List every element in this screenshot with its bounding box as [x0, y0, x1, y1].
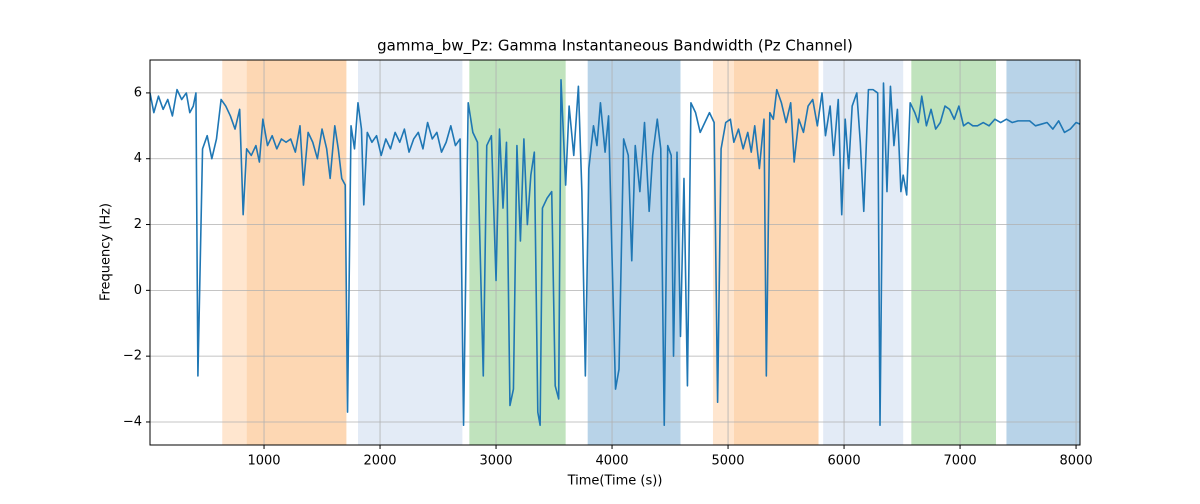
chart-title: gamma_bw_Pz: Gamma Instantaneous Bandwid…	[377, 37, 853, 56]
x-tick-label: 1000	[247, 454, 280, 469]
span	[469, 60, 566, 445]
x-tick-label: 6000	[828, 454, 861, 469]
x-tick-label: 8000	[1060, 454, 1093, 469]
y-axis-label: Frequency (Hz)	[99, 203, 114, 301]
span	[1006, 60, 1080, 445]
x-axis-label: Time(Time (s))	[567, 474, 663, 489]
spans	[222, 60, 1080, 445]
plot-frame	[149, 59, 1081, 446]
span	[246, 60, 347, 445]
x-tick-label: 4000	[595, 454, 628, 469]
x-tick-label: 3000	[479, 454, 512, 469]
y-tick-label: −2	[123, 349, 142, 364]
lines	[150, 78, 1080, 427]
x-tick-label: 5000	[711, 454, 744, 469]
x-tick-label: 2000	[363, 454, 396, 469]
x-tick-label: 7000	[944, 454, 977, 469]
span	[823, 60, 904, 445]
y-tick-label: 0	[134, 283, 142, 298]
axes: 1000 2000 3000 4000 5000 6000 7000 8000 −4 −2 0 2 4 6	[123, 59, 1093, 469]
y-tick-label: 4	[134, 151, 142, 166]
y-tick-label: 2	[134, 217, 142, 232]
data-line	[150, 78, 1080, 427]
span	[222, 60, 247, 445]
y-tick-label: 6	[134, 85, 142, 100]
y-tick-label: −4	[123, 414, 142, 429]
span	[357, 60, 463, 445]
